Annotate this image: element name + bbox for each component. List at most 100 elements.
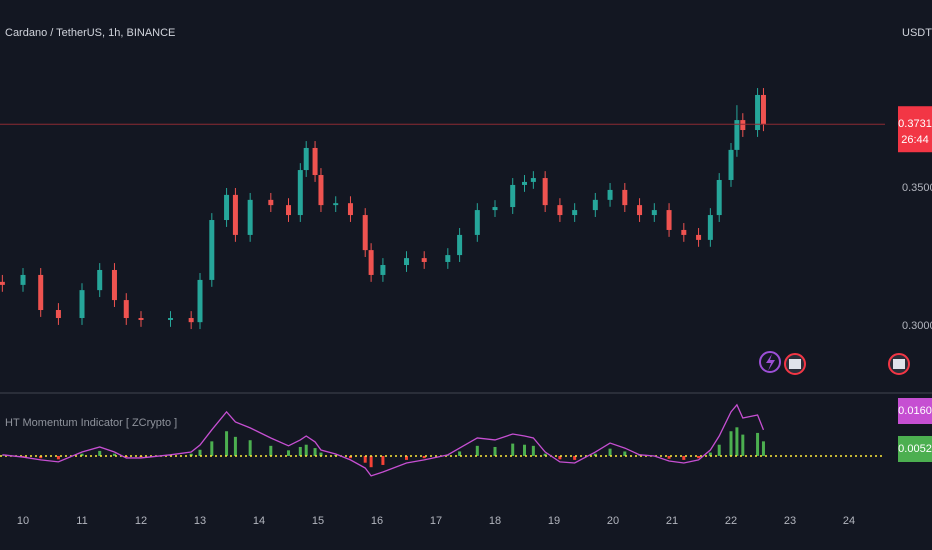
candle-body xyxy=(696,234,702,240)
histogram-bar xyxy=(348,455,352,459)
histogram-bar xyxy=(298,446,302,456)
candle-body xyxy=(474,210,480,235)
histogram-bar xyxy=(511,443,515,456)
candle-body xyxy=(97,269,103,291)
candle-body xyxy=(607,189,613,200)
candle-body xyxy=(522,181,528,185)
histogram-bar xyxy=(112,453,116,456)
candle-body xyxy=(421,258,427,262)
candle-body xyxy=(368,250,374,275)
candle-body xyxy=(111,269,117,301)
candle-body xyxy=(734,120,740,150)
x-tick-label: 13 xyxy=(194,515,206,527)
candle-body xyxy=(232,194,238,235)
x-tick-label: 10 xyxy=(17,515,29,527)
histogram-bar xyxy=(573,455,577,460)
histogram-bar xyxy=(523,444,527,456)
candle-body xyxy=(760,94,766,125)
candle-body xyxy=(728,149,734,180)
last-value-box xyxy=(898,398,932,424)
candle-body xyxy=(492,207,498,211)
histogram-bar xyxy=(313,448,317,456)
candle-body xyxy=(247,199,253,235)
histogram-bar xyxy=(708,452,712,456)
histogram-bar xyxy=(697,455,701,459)
candle-body xyxy=(510,184,516,208)
histogram-bar xyxy=(98,450,102,456)
candle-body xyxy=(188,318,194,323)
histogram-bar xyxy=(381,455,385,465)
candle-body xyxy=(0,281,5,285)
candle-body xyxy=(224,194,230,221)
candle-body xyxy=(123,300,129,319)
histogram-bar xyxy=(369,455,373,468)
histogram-bar xyxy=(21,455,25,457)
histogram-bar xyxy=(304,444,308,456)
x-tick-label: 18 xyxy=(489,515,501,527)
histogram-bar xyxy=(756,432,760,456)
candle-body xyxy=(740,120,746,131)
event-icons xyxy=(759,351,910,375)
last-price-box xyxy=(898,106,932,153)
countdown-label: 26:44 xyxy=(901,134,929,146)
flag-glyph xyxy=(789,359,801,369)
histogram-bar xyxy=(422,455,426,459)
x-tick-label: 22 xyxy=(725,515,737,527)
x-tick-label: 24 xyxy=(843,515,855,527)
last-value-box xyxy=(898,436,932,462)
x-tick-label: 12 xyxy=(135,515,147,527)
lightning-icon[interactable] xyxy=(759,351,781,373)
candle-body xyxy=(681,229,687,235)
candle-body xyxy=(666,210,672,230)
x-tick-label: 16 xyxy=(371,515,383,527)
histogram-bar xyxy=(558,455,562,460)
candle-body xyxy=(457,234,463,256)
histogram-bar xyxy=(0,455,4,456)
histogram-bar xyxy=(248,440,252,456)
candle-body xyxy=(333,203,339,206)
x-tick-label: 21 xyxy=(666,515,678,527)
histogram-bar xyxy=(638,455,642,456)
histogram-bar xyxy=(198,449,202,456)
histogram-bar xyxy=(735,427,739,456)
candle-body xyxy=(651,210,657,216)
candle-body xyxy=(347,203,353,216)
x-tick-label: 20 xyxy=(607,515,619,527)
histogram-bar xyxy=(446,455,450,456)
candle-body xyxy=(38,274,44,311)
histogram-bar xyxy=(287,450,291,456)
histogram-bar xyxy=(761,441,765,456)
lightning-glyph xyxy=(766,354,775,371)
candle-body xyxy=(716,179,722,216)
histogram-bar xyxy=(729,431,733,456)
candle-body xyxy=(557,205,563,216)
histogram-bar xyxy=(233,436,237,456)
candle-body xyxy=(445,255,451,262)
candle-body xyxy=(55,310,61,319)
histogram-bar xyxy=(56,455,60,460)
histogram-bar xyxy=(269,445,273,456)
last-value-label: 0.0052 xyxy=(898,443,932,455)
histogram-bar xyxy=(593,453,597,456)
candle-body xyxy=(268,199,274,206)
histogram-bar xyxy=(80,453,84,456)
histogram-bar xyxy=(319,452,323,456)
y-tick-label: 0.3500 xyxy=(902,182,932,194)
flag-glyph xyxy=(893,359,905,369)
currency-label: USDT xyxy=(902,27,932,39)
x-tick-label: 15 xyxy=(312,515,324,527)
histogram-bar xyxy=(741,434,745,456)
candle-body xyxy=(755,94,761,131)
candle-body xyxy=(168,318,174,320)
histogram-bar xyxy=(608,448,612,456)
symbol-title: Cardano / TetherUS, 1h, BINANCE xyxy=(5,27,175,39)
candle-body xyxy=(622,189,628,206)
x-tick-label: 23 xyxy=(784,515,796,527)
x-tick-label: 14 xyxy=(253,515,265,527)
candle-body xyxy=(542,178,548,206)
candle-body xyxy=(572,210,578,216)
histogram-bar xyxy=(189,453,193,456)
candle-body xyxy=(362,215,368,251)
